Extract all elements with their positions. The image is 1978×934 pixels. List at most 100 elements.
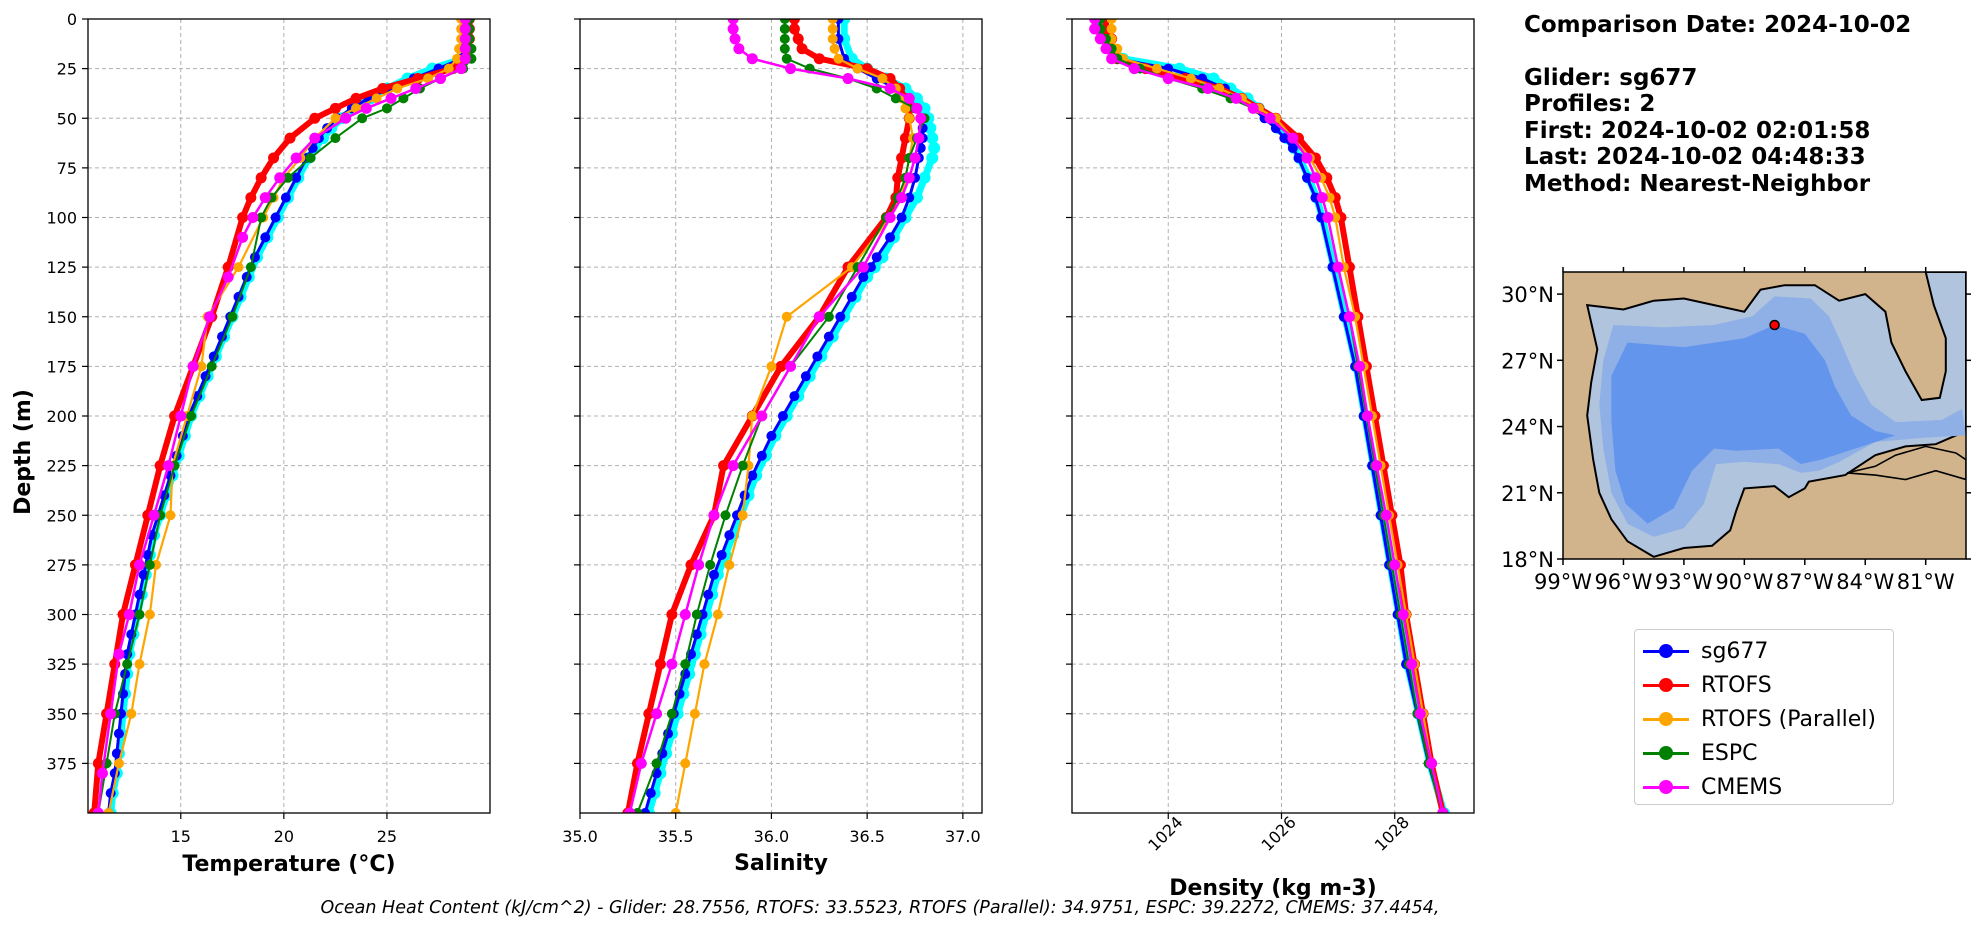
x-tick-label: 25 bbox=[377, 827, 397, 846]
y-tick-label: 150 bbox=[46, 308, 77, 327]
data-point-espc bbox=[737, 460, 748, 471]
data-point-cmems bbox=[756, 410, 768, 422]
y-tick-label: 250 bbox=[46, 506, 77, 525]
data-point-cmems bbox=[162, 460, 174, 472]
data-point-sg677 bbox=[113, 728, 124, 739]
data-point-cyan bbox=[928, 142, 941, 155]
data-point-espc bbox=[823, 311, 834, 322]
data-point-rtofs bbox=[255, 172, 267, 184]
density-panel: 1024 1026 1028 Density (kg m-3) bbox=[1066, 18, 1475, 901]
lon-tick-label: 90°W bbox=[1715, 570, 1773, 594]
data-point-cyan bbox=[926, 151, 939, 164]
data-point-cmems bbox=[911, 102, 923, 114]
data-point-cmems bbox=[1202, 82, 1214, 94]
data-point-espc bbox=[282, 172, 293, 183]
data-point-rtofs bbox=[792, 33, 804, 45]
data-point-cmems bbox=[92, 807, 104, 813]
data-point-rtofs bbox=[237, 212, 249, 223]
data-point-sg677 bbox=[747, 470, 758, 481]
data-point-cmems bbox=[459, 23, 471, 35]
lat-tick-label: 24°N bbox=[1501, 416, 1554, 440]
data-point-sg677 bbox=[291, 172, 302, 183]
data-point-cmems bbox=[309, 132, 321, 144]
data-point-cmems bbox=[1389, 559, 1401, 571]
y-tick-label: 25 bbox=[57, 60, 77, 79]
data-point-rtofs bbox=[329, 102, 341, 114]
data-point-espc bbox=[781, 53, 792, 64]
data-point-cmems bbox=[134, 559, 146, 571]
data-point-cmems bbox=[1106, 53, 1118, 65]
data-point-rtofs bbox=[154, 460, 166, 472]
data-point-sg677 bbox=[858, 272, 869, 283]
data-point-sg677 bbox=[800, 371, 811, 382]
series-group bbox=[622, 19, 941, 813]
series-line-cmems bbox=[1093, 19, 1445, 813]
data-point-rtofs-parallel bbox=[452, 53, 463, 64]
data-point-cmems bbox=[1230, 92, 1242, 104]
data-point-rtofs-parallel bbox=[877, 73, 888, 84]
legend-item-cmems: CMEMS bbox=[1635, 770, 1893, 804]
data-point-sg677 bbox=[280, 192, 291, 203]
data-point-cmems bbox=[105, 708, 117, 720]
data-point-cmems bbox=[175, 410, 187, 422]
data-point-cmems bbox=[204, 311, 216, 323]
legend-label: RTOFS (Parallel) bbox=[1701, 706, 1876, 732]
data-point-rtofs-parallel bbox=[330, 113, 341, 124]
data-point-cmems bbox=[1426, 757, 1438, 769]
data-point-cmems bbox=[651, 708, 663, 720]
lat-tick-label: 27°N bbox=[1501, 349, 1554, 373]
y-tick-label: 300 bbox=[46, 606, 77, 625]
data-point-cmems bbox=[1089, 19, 1101, 25]
lon-tick-label: 87°W bbox=[1776, 570, 1834, 594]
data-point-rtofs bbox=[92, 757, 104, 769]
legend-label: ESPC bbox=[1701, 740, 1758, 766]
data-point-cmems bbox=[455, 63, 467, 75]
data-point-sg677 bbox=[896, 212, 907, 223]
data-point-espc bbox=[779, 19, 790, 24]
data-point-cmems bbox=[903, 92, 915, 104]
map-content bbox=[1563, 272, 1966, 559]
data-point-cmems bbox=[1089, 23, 1101, 35]
data-point-sg677 bbox=[823, 331, 834, 342]
x-tick-label: 36.0 bbox=[754, 827, 790, 846]
data-point-sg677 bbox=[716, 549, 727, 560]
data-point-espc bbox=[186, 411, 197, 421]
y-tick-label: 350 bbox=[46, 705, 77, 724]
data-point-cmems bbox=[746, 53, 758, 65]
data-point-espc bbox=[779, 33, 790, 44]
data-point-cmems bbox=[727, 460, 739, 472]
data-point-cyan bbox=[918, 171, 931, 184]
data-point-rtofs-parallel bbox=[827, 33, 838, 44]
data-point-cmems bbox=[896, 192, 908, 204]
lat-tick-label: 18°N bbox=[1501, 548, 1554, 572]
data-point-rtofs bbox=[377, 82, 389, 94]
data-point-sg677 bbox=[766, 430, 777, 441]
data-point-espc bbox=[381, 103, 392, 114]
data-point-cyan bbox=[924, 122, 937, 135]
data-point-rtofs-parallel bbox=[670, 808, 681, 813]
data-point-cmems bbox=[385, 92, 397, 104]
comparison-date: Comparison Date: 2024-10-02 bbox=[1524, 12, 1912, 38]
y-tick-label: 100 bbox=[46, 209, 77, 228]
data-point-rtofs-parallel bbox=[103, 808, 114, 813]
x-tick-label: 20 bbox=[274, 827, 294, 846]
lat-tick-label: 21°N bbox=[1501, 482, 1554, 506]
data-point-rtofs bbox=[284, 132, 296, 144]
data-point-sg677 bbox=[904, 192, 915, 203]
data-point-rtofs-parallel bbox=[737, 510, 748, 521]
data-point-rtofs-parallel bbox=[680, 758, 691, 769]
data-point-cmems bbox=[290, 152, 302, 164]
data-point-rtofs bbox=[654, 658, 666, 670]
info-box: Comparison Date: 2024-10-02 Glider: sg67… bbox=[1524, 12, 1911, 197]
data-point-sg677 bbox=[270, 212, 281, 223]
data-point-rtofs bbox=[685, 559, 697, 571]
data-point-rtofs-parallel bbox=[724, 559, 735, 570]
data-point-rtofs bbox=[796, 43, 808, 55]
data-point-rtofs-parallel bbox=[833, 53, 844, 64]
x-axis-label: Temperature (°C) bbox=[182, 852, 395, 877]
data-point-cyan bbox=[918, 102, 931, 115]
data-point-cmems bbox=[727, 23, 739, 35]
data-point-cmems bbox=[785, 360, 797, 372]
data-point-espc bbox=[890, 93, 901, 104]
